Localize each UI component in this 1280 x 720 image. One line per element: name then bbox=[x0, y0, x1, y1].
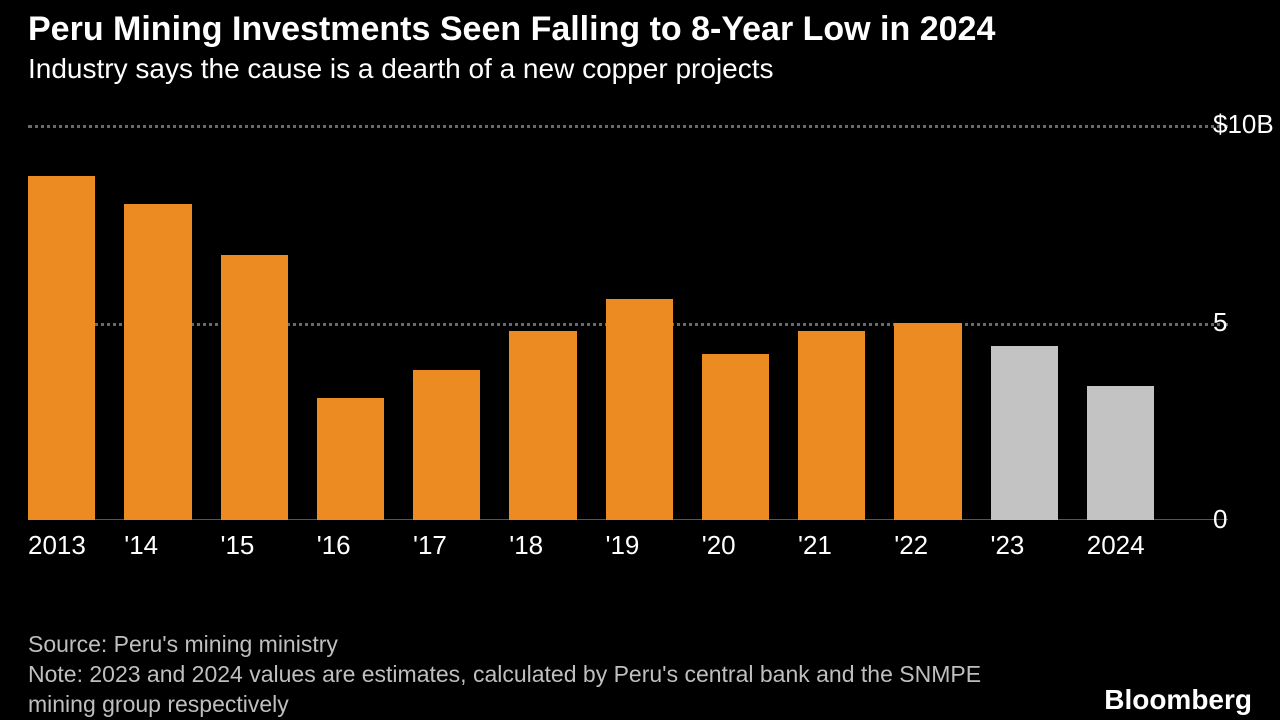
x-tick-label: '21 bbox=[798, 530, 894, 561]
bar-slot bbox=[413, 125, 509, 520]
chart-footer: Source: Peru's mining ministry Note: 202… bbox=[28, 630, 1008, 720]
chart-title: Peru Mining Investments Seen Falling to … bbox=[28, 10, 1252, 49]
bar bbox=[894, 323, 961, 521]
bar bbox=[798, 331, 865, 521]
bar bbox=[221, 255, 288, 520]
x-tick-label: '20 bbox=[702, 530, 798, 561]
x-axis-labels: 2013'14'15'16'17'18'19'20'21'22'232024 bbox=[28, 530, 1183, 561]
bar bbox=[124, 204, 191, 520]
bar-slot bbox=[606, 125, 702, 520]
x-tick-label: '17 bbox=[413, 530, 509, 561]
y-tick-label: 5 bbox=[1213, 307, 1227, 338]
bar bbox=[1087, 386, 1154, 520]
bar bbox=[509, 331, 576, 521]
bar-slot bbox=[894, 125, 990, 520]
bar-slot bbox=[798, 125, 894, 520]
chart-wrap: 05$10B 2013'14'15'16'17'18'19'20'21'22'2… bbox=[28, 125, 1252, 560]
chart-subtitle: Industry says the cause is a dearth of a… bbox=[28, 53, 1252, 85]
bar bbox=[702, 354, 769, 520]
chart-area: 05$10B 2013'14'15'16'17'18'19'20'21'22'2… bbox=[28, 125, 1228, 560]
chart-container: Peru Mining Investments Seen Falling to … bbox=[0, 0, 1280, 720]
x-tick-label: '16 bbox=[317, 530, 413, 561]
x-tick-label: '23 bbox=[991, 530, 1087, 561]
x-tick-label: '19 bbox=[606, 530, 702, 561]
bar bbox=[991, 346, 1058, 520]
bar-slot bbox=[509, 125, 605, 520]
bar-slot bbox=[702, 125, 798, 520]
plot-region bbox=[28, 125, 1183, 520]
x-tick-label: '15 bbox=[221, 530, 317, 561]
bar-slot bbox=[124, 125, 220, 520]
bars-group bbox=[28, 125, 1183, 520]
bar bbox=[28, 176, 95, 520]
bar bbox=[606, 299, 673, 520]
bar-slot bbox=[317, 125, 413, 520]
bar-slot bbox=[1087, 125, 1183, 520]
bar bbox=[317, 398, 384, 520]
x-tick-label: 2024 bbox=[1087, 530, 1183, 561]
x-tick-label: '22 bbox=[894, 530, 990, 561]
bar-slot bbox=[991, 125, 1087, 520]
x-tick-label: '14 bbox=[124, 530, 220, 561]
x-tick-label: '18 bbox=[509, 530, 605, 561]
bar-slot bbox=[221, 125, 317, 520]
bar bbox=[413, 370, 480, 520]
y-tick-label: $10B bbox=[1213, 109, 1274, 140]
bar-slot bbox=[28, 125, 124, 520]
x-tick-label: 2013 bbox=[28, 530, 124, 561]
y-tick-label: 0 bbox=[1213, 504, 1227, 535]
brand-label: Bloomberg bbox=[1104, 684, 1252, 716]
